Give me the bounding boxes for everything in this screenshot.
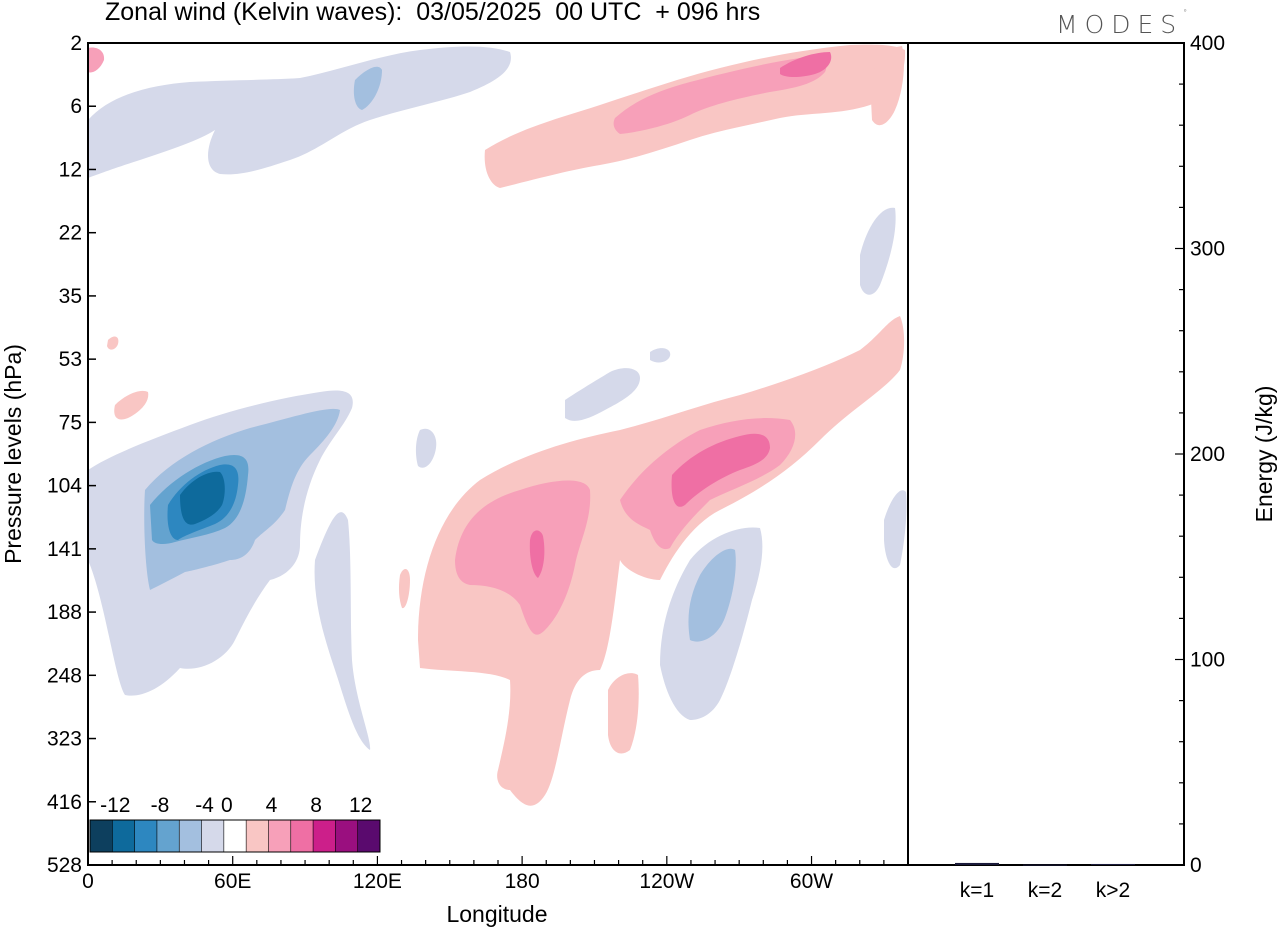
- neg-patch-1: [565, 368, 640, 421]
- energy-tick-label: 0: [1190, 854, 1202, 877]
- upper-pos-band: [484, 44, 906, 188]
- colorbar-swatch: [179, 820, 202, 852]
- energy-tick-label: 300: [1190, 238, 1225, 261]
- colorbar-label: 8: [310, 794, 322, 817]
- y-tick-label: 528: [47, 854, 82, 877]
- y-tick-label: 323: [47, 728, 82, 751]
- chart-title: Zonal wind (Kelvin waves): 03/05/2025 00…: [105, 0, 761, 26]
- colorbar-swatch: [313, 820, 336, 852]
- y-tick-label: 104: [47, 475, 82, 498]
- y-tick-label: 35: [59, 285, 82, 308]
- wind-field: [88, 44, 907, 806]
- energy-category-label: k=1: [960, 879, 994, 902]
- colorbar-swatch: [156, 820, 180, 852]
- y-tick-label: 6: [70, 95, 82, 118]
- energy-tick-label: 200: [1190, 443, 1225, 466]
- energy-category-label: k>2: [1096, 879, 1130, 902]
- upper-neg-band: [88, 46, 511, 179]
- longitude-axis: 0 60E 120E 180 120W 60W: [82, 856, 909, 893]
- colorbar-swatch: [290, 820, 314, 852]
- energy-bar: [1023, 864, 1067, 866]
- colorbar-label: 12: [349, 794, 372, 817]
- neg-patch-4: [860, 207, 896, 295]
- pressure-axis: 2 6 12 22 35 53 75 104 141 188 248 323 416 528: [47, 32, 96, 877]
- y-tick-label: 188: [47, 601, 82, 624]
- x-axis-title: Longitude: [446, 901, 547, 927]
- y-tick-label: 248: [47, 664, 82, 687]
- colorbar-swatch: [90, 820, 113, 852]
- energy-bars: k=1 k=2 k>2: [955, 862, 1135, 902]
- colorbar-swatch: [134, 820, 158, 852]
- colorbar-swatch: [223, 820, 247, 852]
- neg-patch-2: [415, 428, 437, 468]
- colorbar: -12 -8 -4 0 4 8 12: [89, 794, 381, 853]
- colorbar-label: -4: [195, 794, 214, 817]
- energy-axis: 0 100 200 300 400: [1175, 32, 1225, 877]
- energy-bar: [955, 862, 999, 865]
- energy-axis-title: Energy (J/kg): [1251, 386, 1277, 523]
- energy-bar: [1091, 863, 1135, 865]
- neg-region-neg2b: [314, 512, 371, 750]
- y-tick-label: 141: [47, 538, 82, 561]
- upper-neg-band-4: [353, 66, 382, 110]
- x-tick-label: 120W: [639, 870, 694, 893]
- energy-category-label: k=2: [1028, 879, 1062, 902]
- y-axis-title: Pressure levels (hPa): [0, 344, 26, 564]
- y-tick-label: 53: [59, 348, 82, 371]
- colorbar-label: -12: [100, 794, 130, 817]
- pos-patch-4: [107, 336, 119, 350]
- y-tick-label: 22: [59, 222, 82, 245]
- x-tick-label: 0: [82, 870, 94, 893]
- x-tick-label: 60E: [214, 870, 251, 893]
- x-tick-label: 180: [505, 870, 540, 893]
- colorbar-label: 0: [221, 794, 233, 817]
- colorbar-label: -8: [151, 794, 170, 817]
- y-tick-label: 75: [59, 411, 82, 434]
- energy-frame: [907, 42, 1185, 866]
- colorbar-swatch: [112, 820, 135, 852]
- modes-logo: MODES°: [1056, 8, 1188, 39]
- colorbar-swatch: [201, 820, 225, 852]
- colorbar-swatch: [268, 820, 292, 852]
- brand-mark: °: [1183, 8, 1188, 17]
- colorbar-swatch: [335, 820, 358, 852]
- y-tick-label: 2: [70, 32, 82, 55]
- energy-tick-label: 400: [1190, 32, 1225, 55]
- x-tick-label: 120E: [353, 870, 402, 893]
- colorbar-swatch: [357, 820, 381, 852]
- neg-patch-3: [650, 348, 671, 363]
- pos-region-pos4: [455, 480, 591, 635]
- upper-pos-east: [870, 46, 904, 126]
- neg-patch-5: [884, 490, 907, 569]
- pos-patch-2: [398, 568, 410, 609]
- y-tick-label: 12: [59, 158, 82, 181]
- energy-tick-label: 100: [1190, 649, 1225, 672]
- pos-region-pos6-center: [529, 530, 545, 578]
- x-tick-label: 60W: [790, 870, 833, 893]
- colorbar-swatch: [246, 820, 269, 852]
- y-tick-label: 416: [47, 791, 82, 814]
- pos-patch-1: [608, 673, 639, 754]
- colorbar-label: 4: [266, 794, 278, 817]
- pos-region-pos6: [671, 433, 770, 507]
- colorbar-frame: [89, 819, 381, 853]
- upper-pos-band-6: [780, 52, 832, 77]
- neg-region-neg10: [180, 471, 225, 525]
- pos-patch-3: [114, 390, 149, 420]
- upper-pos-band-4: [613, 57, 827, 135]
- upper-pos-west: [88, 47, 105, 73]
- neg-region-east-4: [688, 548, 736, 642]
- brand-text: MODES: [1056, 10, 1184, 39]
